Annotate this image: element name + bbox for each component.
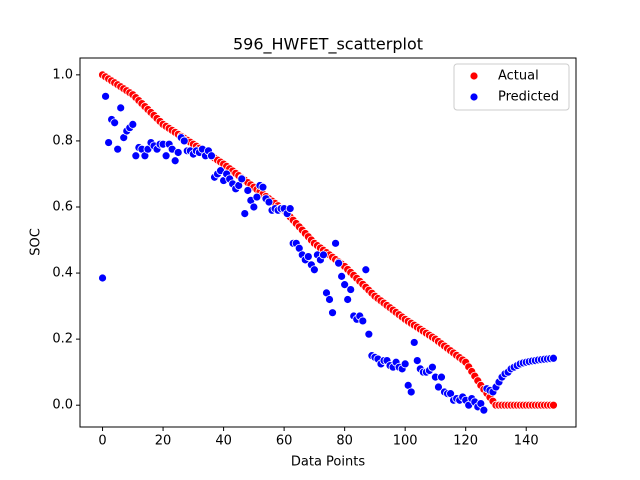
point (237, 174, 247, 184)
x-tick-label: 80 (336, 434, 353, 449)
point (170, 156, 180, 166)
point (428, 362, 437, 372)
point (479, 405, 489, 415)
point (346, 285, 356, 294)
point (101, 91, 110, 101)
point (437, 372, 446, 382)
point (325, 295, 334, 304)
x-tick-label: 0 (98, 434, 106, 449)
y-tick-label: 0.8 (52, 133, 73, 148)
legend-marker (469, 71, 479, 81)
point (128, 120, 138, 129)
point (309, 265, 319, 275)
point (343, 295, 353, 304)
legend-box (453, 63, 570, 111)
point (98, 273, 107, 283)
point (358, 316, 368, 326)
point (252, 192, 262, 202)
point (549, 400, 558, 410)
point (409, 338, 419, 347)
x-tick-label: 60 (276, 434, 293, 449)
point (264, 197, 274, 207)
point (328, 308, 337, 318)
point (249, 202, 259, 212)
point (303, 252, 313, 261)
plot-frame (79, 57, 577, 428)
x-tick-label: 120 (453, 434, 478, 449)
point (131, 151, 141, 161)
x-tick-label: 40 (215, 434, 232, 449)
point (161, 151, 171, 161)
point (361, 265, 371, 275)
point (406, 387, 416, 397)
point (364, 329, 374, 339)
point (400, 359, 410, 369)
point (207, 151, 216, 161)
x-axis-label: Data Points (291, 455, 365, 470)
chart-title: 596_HWFET_scatterplot (233, 35, 423, 55)
point (340, 280, 350, 290)
y-axis-label: SOC (29, 228, 44, 256)
legend-label: Actual (498, 69, 539, 84)
y-tick-label: 1.0 (52, 67, 73, 82)
y-tick-label: 0.6 (52, 199, 73, 214)
x-tick-label: 140 (514, 434, 539, 449)
legend-label: Predicted (498, 90, 559, 105)
point (434, 382, 443, 392)
point (243, 186, 253, 195)
point (334, 258, 343, 268)
point (116, 103, 126, 113)
y-tick-label: 0.0 (52, 398, 73, 413)
point (110, 118, 120, 128)
y-tick-label: 0.2 (52, 332, 73, 347)
point (319, 250, 328, 260)
point (113, 144, 123, 154)
x-tick-label: 100 (393, 434, 418, 449)
point (549, 353, 558, 363)
x-tick-label: 20 (155, 434, 172, 449)
y-tick-label: 0.4 (52, 266, 73, 281)
point (285, 204, 295, 214)
point (337, 271, 347, 281)
point (258, 182, 268, 192)
legend-marker (469, 92, 479, 102)
point (104, 138, 113, 147)
point (412, 356, 422, 365)
point (240, 209, 250, 218)
point (173, 148, 183, 157)
point (179, 136, 189, 146)
point (331, 238, 340, 248)
